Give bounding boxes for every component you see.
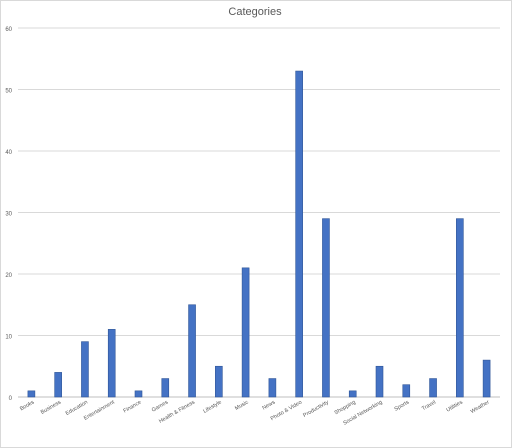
x-tick-label: Finance — [123, 400, 143, 415]
y-tick-label: 50 — [5, 89, 12, 95]
bar — [482, 359, 491, 398]
y-tick-label: 10 — [5, 335, 12, 341]
bar — [402, 384, 411, 398]
gridlines — [18, 27, 500, 336]
x-tick-label: Business — [40, 399, 63, 415]
x-tick-label: Music — [234, 399, 250, 412]
bar — [241, 267, 250, 398]
bar — [188, 304, 196, 398]
bar — [429, 378, 437, 398]
x-tick-label: Entertainment — [83, 399, 116, 422]
y-tick-label: 0 — [9, 396, 13, 402]
chart-title: Categories — [228, 6, 282, 18]
bar — [375, 365, 384, 398]
x-tick-label: Weather — [470, 399, 491, 415]
bar — [161, 378, 170, 398]
bar — [215, 365, 223, 398]
y-tick-label: 40 — [5, 150, 12, 156]
y-tick-label: 20 — [5, 273, 12, 279]
y-tick-label: 30 — [5, 212, 12, 218]
x-tick-label: Travel — [421, 400, 437, 413]
x-tick-label: Productivity — [302, 399, 330, 419]
x-tick-label: Shopping — [334, 400, 357, 417]
x-tick-label: Utilities — [445, 399, 464, 413]
x-tick-label: Sports — [394, 399, 411, 412]
bar — [295, 70, 303, 398]
bar — [81, 341, 89, 398]
y-tick-label: 60 — [5, 27, 12, 33]
bar — [348, 390, 357, 398]
bar — [322, 218, 330, 398]
bar — [54, 372, 62, 398]
x-tick-label: Lifestyle — [202, 400, 222, 415]
bar — [107, 329, 116, 398]
bar — [27, 390, 36, 398]
x-tick-label: News — [261, 399, 276, 411]
bar — [456, 218, 464, 398]
x-tick-label: Books — [19, 399, 35, 412]
bar — [134, 390, 143, 398]
bar — [268, 378, 277, 398]
x-tick-label: Games — [151, 399, 170, 413]
